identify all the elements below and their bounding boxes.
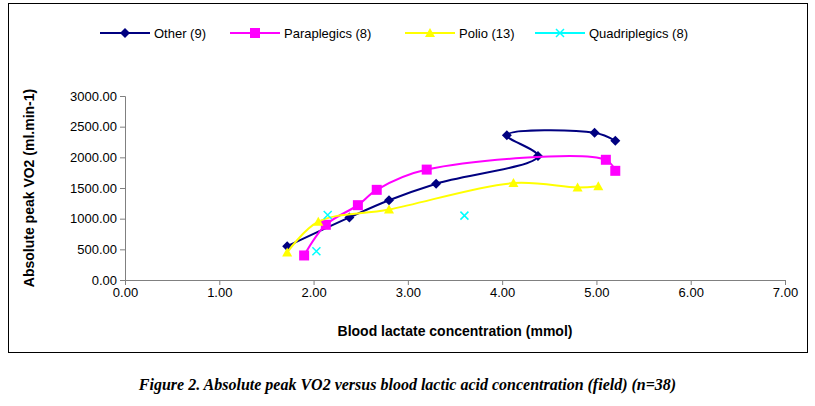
x-tick: 1.00 [207, 280, 232, 300]
y-tick: 1500.00 [70, 181, 125, 196]
y-tick-mark [120, 249, 125, 250]
chart: 0.00 1.00 2.00 3.00 4.00 5.00 6.00 7.00 0.00 500.… [0, 0, 815, 406]
y-tick-label: 1500.00 [70, 181, 117, 196]
data-point [610, 166, 620, 176]
series [299, 155, 620, 261]
y-tick: 1000.00 [70, 211, 125, 226]
data-point [573, 182, 583, 191]
data-point [502, 130, 512, 140]
legend-label: Other (9) [154, 26, 206, 41]
y-tick-mark [120, 219, 125, 220]
y-axis-title: Absolute peak VO2 (ml.min-1) [21, 89, 37, 287]
x-tick: 3.00 [396, 280, 421, 300]
x-tick: 7.00 [773, 280, 798, 300]
data-point [282, 247, 292, 256]
x-tick: 5.00 [584, 280, 609, 300]
data-point [431, 179, 441, 189]
legend-marker [556, 29, 564, 37]
legend-marker [425, 28, 435, 37]
series-line [287, 130, 615, 246]
data-point [601, 155, 611, 165]
data-point [312, 247, 320, 255]
y-tick: 2500.00 [70, 119, 125, 134]
y-tick-label: 2500.00 [70, 119, 117, 134]
y-tick-mark [120, 96, 125, 97]
chart-title: Figure 2. Absolute peak VO2 versus blood… [138, 376, 676, 394]
legend-item: Quadriplegics (8) [535, 26, 688, 41]
legend-item: Polio (13) [405, 26, 515, 41]
data-point [422, 165, 432, 175]
y-tick-mark [120, 188, 125, 189]
y-tick-label: 1000.00 [70, 211, 117, 226]
x-tick-label: 2.00 [301, 285, 326, 300]
series [312, 211, 468, 255]
x-tick-label: 6.00 [679, 285, 704, 300]
data-point [313, 217, 323, 226]
x-tick-label: 1.00 [207, 285, 232, 300]
data-point [384, 195, 394, 205]
y-tick: 500.00 [77, 242, 125, 257]
series [282, 178, 603, 256]
series-line [287, 183, 598, 253]
legend: Other (9) Paraplegics (8) Polio (13) Quadri… [100, 26, 688, 41]
data-point [353, 200, 363, 210]
series-line [304, 156, 615, 255]
x-tick: 4.00 [490, 280, 515, 300]
y-tick-label: 3000.00 [70, 89, 117, 104]
x-tick-label: 4.00 [490, 285, 515, 300]
data-point [610, 136, 620, 146]
plot-area [282, 128, 620, 261]
y-axis: 0.00 500.00 1000.00 1500.00 2000.00 2500.00 30… [70, 89, 126, 288]
y-tick-label: 2000.00 [70, 150, 117, 165]
x-tick-label: 7.00 [773, 285, 798, 300]
legend-marker [250, 28, 260, 38]
y-axis-line [120, 97, 126, 281]
x-axis: 0.001.002.003.004.005.006.007.00 [113, 280, 798, 300]
legend-label: Polio (13) [459, 26, 515, 41]
y-tick-mark [120, 127, 125, 128]
data-point [299, 250, 309, 260]
legend-label: Paraplegics (8) [284, 26, 371, 41]
y-tick: 0.00 [92, 273, 125, 288]
y-tick-mark [120, 280, 125, 281]
y-tick: 2000.00 [70, 150, 125, 165]
y-tick-label: 0.00 [92, 273, 117, 288]
x-tick-label: 5.00 [584, 285, 609, 300]
chart-frame [9, 4, 808, 353]
x-axis-title: Blood lactate concentration (mmol) [338, 323, 573, 339]
data-point [372, 185, 382, 195]
series [282, 128, 620, 251]
legend-marker [120, 28, 130, 38]
x-tick: 2.00 [301, 280, 326, 300]
x-tick-label: 3.00 [396, 285, 421, 300]
data-point [384, 204, 394, 213]
data-point [590, 128, 600, 138]
y-tick: 3000.00 [70, 89, 125, 104]
data-point [508, 178, 518, 187]
legend-item: Paraplegics (8) [230, 26, 371, 41]
data-point [324, 211, 332, 219]
legend-item: Other (9) [100, 26, 206, 41]
data-point [460, 212, 468, 220]
y-tick-label: 500.00 [77, 242, 117, 257]
x-tick: 6.00 [679, 280, 704, 300]
data-point [593, 181, 603, 190]
y-tick-mark [120, 157, 125, 158]
legend-label: Quadriplegics (8) [589, 26, 688, 41]
